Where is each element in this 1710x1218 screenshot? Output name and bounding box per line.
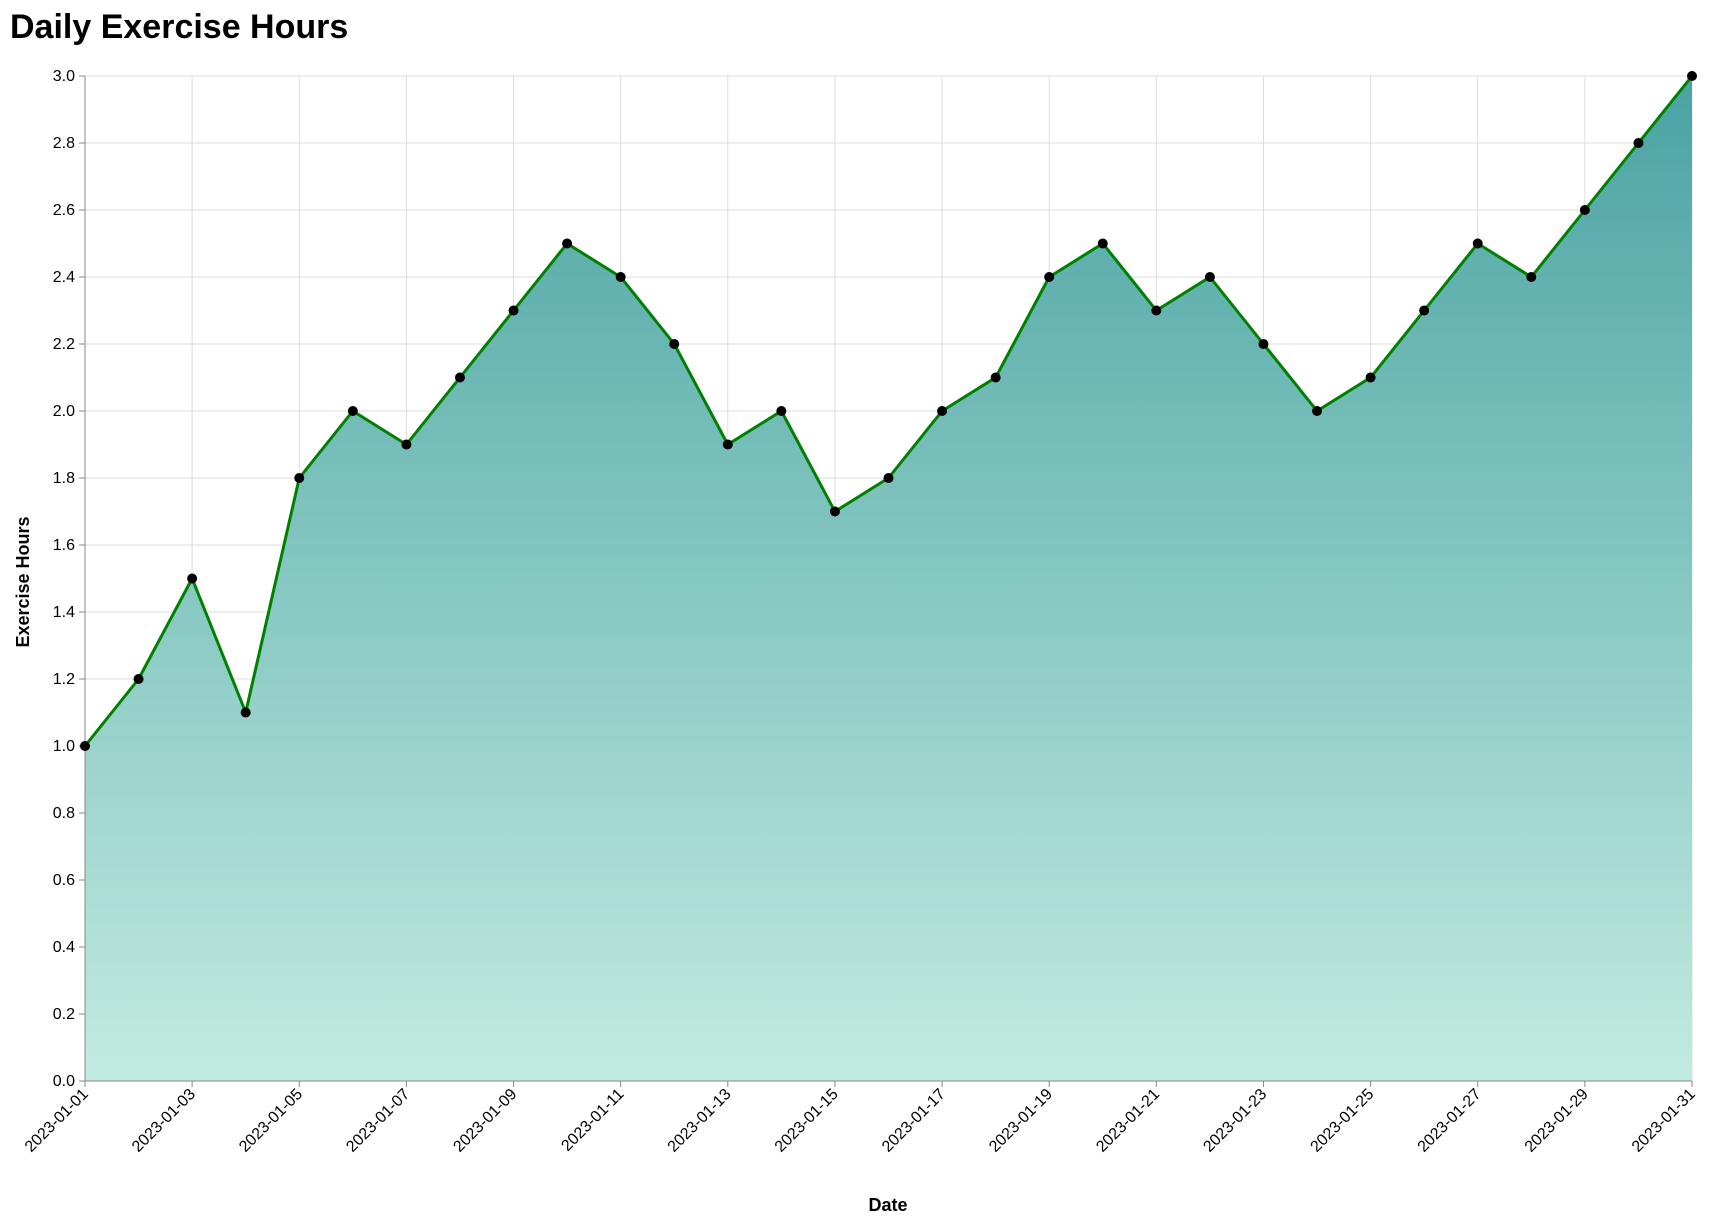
x-tick-label: 2023-01-05 <box>236 1086 306 1156</box>
data-point <box>347 406 358 416</box>
y-tick-label: 1.4 <box>53 604 75 621</box>
x-tick-label: 2023-01-03 <box>129 1086 199 1156</box>
data-point <box>1472 238 1483 249</box>
data-point <box>669 339 680 349</box>
data-point <box>133 674 144 684</box>
x-tick-label: 2023-01-09 <box>450 1086 520 1156</box>
x-tick-label: 2023-01-23 <box>1200 1086 1270 1156</box>
data-point <box>883 473 894 483</box>
x-tick-label: 2023-01-13 <box>665 1086 735 1156</box>
data-point <box>722 439 733 450</box>
data-point <box>990 372 1001 383</box>
data-point <box>1365 372 1376 383</box>
data-point <box>1151 305 1162 316</box>
data-point <box>401 439 412 450</box>
data-point <box>294 473 305 483</box>
x-tick-label: 2023-01-01 <box>22 1086 92 1156</box>
data-point <box>80 741 90 751</box>
area-fill <box>85 76 1692 1081</box>
data-point <box>1258 339 1269 349</box>
data-point <box>508 305 519 316</box>
x-tick-label: 2023-01-17 <box>879 1086 949 1156</box>
points <box>80 71 1697 751</box>
x-tick-label: 2023-01-15 <box>772 1086 842 1156</box>
y-tick-label: 1.0 <box>53 738 75 755</box>
data-point <box>1097 238 1108 249</box>
data-point <box>829 506 840 517</box>
y-tick-label: 0.0 <box>53 1073 75 1090</box>
data-point <box>1044 272 1055 282</box>
data-point <box>187 573 198 584</box>
y-tick-label: 2.2 <box>53 336 75 353</box>
x-tick-label: 2023-01-11 <box>558 1086 627 1155</box>
y-tick-label: 0.6 <box>53 872 75 889</box>
y-tick-label: 1.8 <box>53 470 75 487</box>
data-point <box>240 707 251 718</box>
x-tick-label: 2023-01-31 <box>1629 1086 1699 1156</box>
data-point <box>1579 205 1590 215</box>
data-point <box>937 406 948 416</box>
area-layer <box>85 76 1692 1081</box>
y-tick-label: 0.8 <box>53 805 75 822</box>
x-tick-label: 2023-01-27 <box>1415 1086 1485 1156</box>
y-tick-label: 0.4 <box>53 939 75 956</box>
data-point <box>454 372 465 383</box>
data-point <box>1633 138 1644 148</box>
data-point <box>1204 272 1215 282</box>
y-tick-label: 3.0 <box>53 68 75 85</box>
data-point <box>1312 406 1323 416</box>
y-tick-label: 2.8 <box>53 135 75 152</box>
y-tick-label: 1.6 <box>53 537 75 554</box>
data-point <box>1526 272 1537 282</box>
data-point <box>615 272 626 282</box>
data-point <box>562 238 573 249</box>
data-point <box>1687 71 1697 81</box>
y-tick-label: 0.2 <box>53 1006 75 1023</box>
x-tick-label: 2023-01-19 <box>986 1086 1056 1156</box>
y-tick-label: 1.2 <box>53 671 75 688</box>
y-tick-label: 2.6 <box>53 202 75 219</box>
y-tick-label: 2.4 <box>53 269 75 286</box>
x-tick-label: 2023-01-21 <box>1093 1086 1163 1156</box>
y-axis-title: Exercise Hours <box>13 516 33 647</box>
x-tick-label: 2023-01-25 <box>1308 1086 1378 1156</box>
chart-title: Daily Exercise Hours <box>10 8 348 46</box>
y-tick-label: 2.0 <box>53 403 75 420</box>
x-tick-label: 2023-01-07 <box>343 1086 413 1156</box>
data-point <box>1419 305 1430 316</box>
data-point <box>776 406 787 416</box>
x-tick-label: 2023-01-29 <box>1522 1086 1592 1156</box>
x-axis-title: Date <box>868 1195 907 1215</box>
